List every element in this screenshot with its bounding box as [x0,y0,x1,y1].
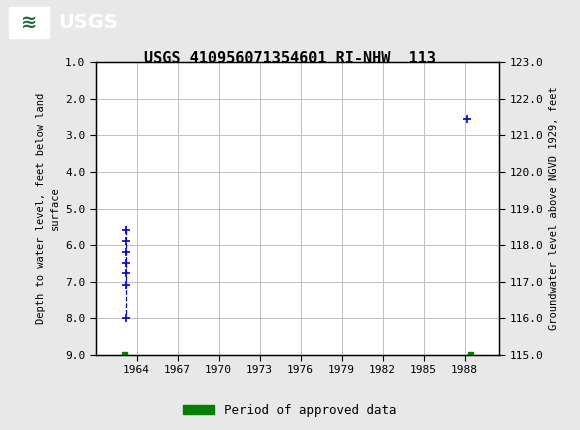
Text: USGS 410956071354601 RI-NHW  113: USGS 410956071354601 RI-NHW 113 [144,51,436,66]
Y-axis label: Groundwater level above NGVD 1929, feet: Groundwater level above NGVD 1929, feet [549,87,559,330]
Legend: Period of approved data: Period of approved data [178,399,402,421]
Bar [122,352,127,356]
Bar [468,352,473,356]
Text: USGS: USGS [58,13,118,32]
Y-axis label: Depth to water level, feet below land
surface: Depth to water level, feet below land su… [37,93,60,324]
Text: ≋: ≋ [21,13,37,32]
FancyBboxPatch shape [9,7,49,38]
